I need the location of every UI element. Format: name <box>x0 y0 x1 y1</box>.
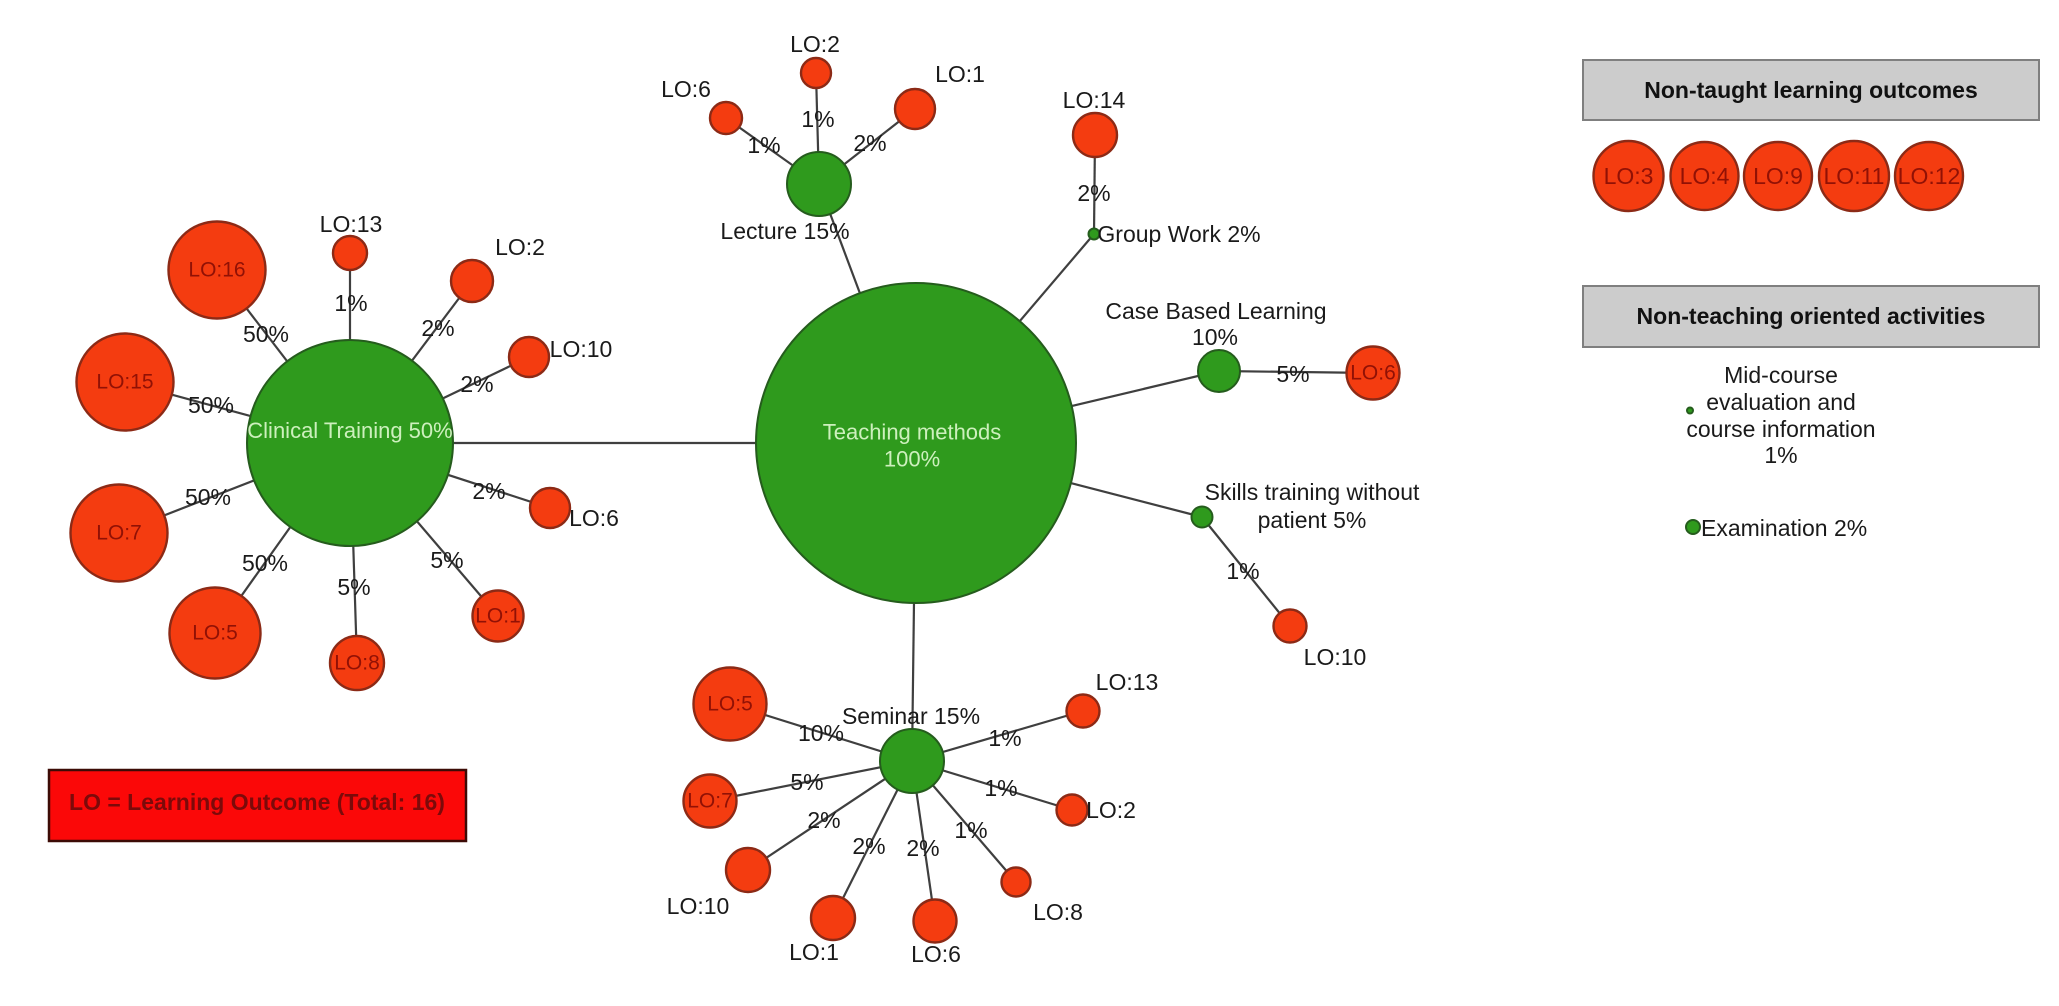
svg-text:LO:10: LO:10 <box>667 893 730 919</box>
svg-text:LO:2: LO:2 <box>495 234 545 260</box>
svg-text:LO:1: LO:1 <box>789 939 839 965</box>
svg-text:Examination 2%: Examination 2% <box>1701 515 1867 541</box>
svg-text:LO:6: LO:6 <box>911 941 961 967</box>
svg-text:LO:12: LO:12 <box>1898 163 1961 189</box>
svg-text:Mid-course: Mid-course <box>1724 362 1838 388</box>
svg-text:1%: 1% <box>984 775 1017 801</box>
svg-text:LO:11: LO:11 <box>1824 163 1885 189</box>
svg-text:LO:7: LO:7 <box>687 790 733 813</box>
svg-text:2%: 2% <box>421 315 454 341</box>
svg-text:2%: 2% <box>807 807 840 833</box>
svg-text:2%: 2% <box>460 371 493 397</box>
svg-text:LO:6: LO:6 <box>569 505 619 531</box>
svg-text:patient 5%: patient 5% <box>1258 507 1367 533</box>
svg-text:LO:9: LO:9 <box>1753 163 1803 189</box>
svg-text:LO:16: LO:16 <box>188 259 245 282</box>
svg-text:LO:14: LO:14 <box>1063 87 1126 113</box>
svg-text:Group Work 2%: Group Work 2% <box>1097 221 1260 247</box>
svg-text:LO:2: LO:2 <box>790 31 840 57</box>
svg-text:1%: 1% <box>1764 442 1797 468</box>
svg-text:evaluation and: evaluation and <box>1706 389 1856 415</box>
svg-text:Non-teaching oriented activiti: Non-teaching oriented activities <box>1637 303 1986 329</box>
svg-text:1%: 1% <box>747 132 780 158</box>
svg-text:LO:8: LO:8 <box>1033 899 1083 925</box>
svg-text:LO:1: LO:1 <box>935 61 985 87</box>
svg-text:LO:8: LO:8 <box>334 652 380 675</box>
svg-text:Clinical Training 50%: Clinical Training 50% <box>247 418 452 443</box>
svg-text:50%: 50% <box>243 321 289 347</box>
svg-text:LO:6: LO:6 <box>661 76 711 102</box>
svg-text:50%: 50% <box>188 392 234 418</box>
svg-text:LO:4: LO:4 <box>1680 163 1730 189</box>
svg-text:2%: 2% <box>853 130 886 156</box>
svg-text:Lecture 15%: Lecture 15% <box>720 218 849 244</box>
svg-text:LO:3: LO:3 <box>1604 163 1654 189</box>
svg-text:course information: course information <box>1686 416 1875 442</box>
svg-text:2%: 2% <box>1077 180 1110 206</box>
svg-text:Non-taught learning outcomes: Non-taught learning outcomes <box>1644 77 1978 103</box>
svg-text:5%: 5% <box>790 769 823 795</box>
svg-text:Skills training without: Skills training without <box>1205 479 1420 505</box>
svg-text:2%: 2% <box>472 478 505 504</box>
svg-text:10%: 10% <box>798 720 844 746</box>
svg-text:1%: 1% <box>954 817 987 843</box>
svg-text:100%: 100% <box>884 447 940 472</box>
svg-text:5%: 5% <box>337 574 370 600</box>
svg-text:LO:5: LO:5 <box>192 622 238 645</box>
svg-text:Teaching methods: Teaching methods <box>823 420 1002 445</box>
svg-text:Seminar 15%: Seminar 15% <box>842 703 980 729</box>
svg-text:LO:10: LO:10 <box>550 336 613 362</box>
svg-text:50%: 50% <box>242 550 288 576</box>
svg-text:LO:6: LO:6 <box>1350 362 1396 385</box>
svg-text:2%: 2% <box>906 835 939 861</box>
svg-text:LO:7: LO:7 <box>96 522 142 545</box>
svg-text:LO = Learning Outcome (Total:: LO = Learning Outcome (Total: 16) <box>69 789 445 815</box>
svg-text:LO:15: LO:15 <box>96 371 153 394</box>
svg-text:LO:5: LO:5 <box>707 693 753 716</box>
svg-text:2%: 2% <box>852 833 885 859</box>
svg-text:LO:1: LO:1 <box>475 605 521 628</box>
svg-text:1%: 1% <box>801 106 834 132</box>
svg-text:Case Based Learning: Case Based Learning <box>1105 298 1326 324</box>
svg-text:LO:13: LO:13 <box>320 211 383 237</box>
svg-text:50%: 50% <box>185 484 231 510</box>
svg-text:LO:13: LO:13 <box>1096 669 1159 695</box>
svg-text:10%: 10% <box>1192 324 1238 350</box>
svg-text:1%: 1% <box>988 725 1021 751</box>
svg-text:5%: 5% <box>1276 361 1309 387</box>
svg-text:1%: 1% <box>334 290 367 316</box>
svg-text:LO:2: LO:2 <box>1086 797 1136 823</box>
svg-text:1%: 1% <box>1226 558 1259 584</box>
svg-text:5%: 5% <box>430 547 463 573</box>
svg-text:LO:10: LO:10 <box>1304 644 1367 670</box>
